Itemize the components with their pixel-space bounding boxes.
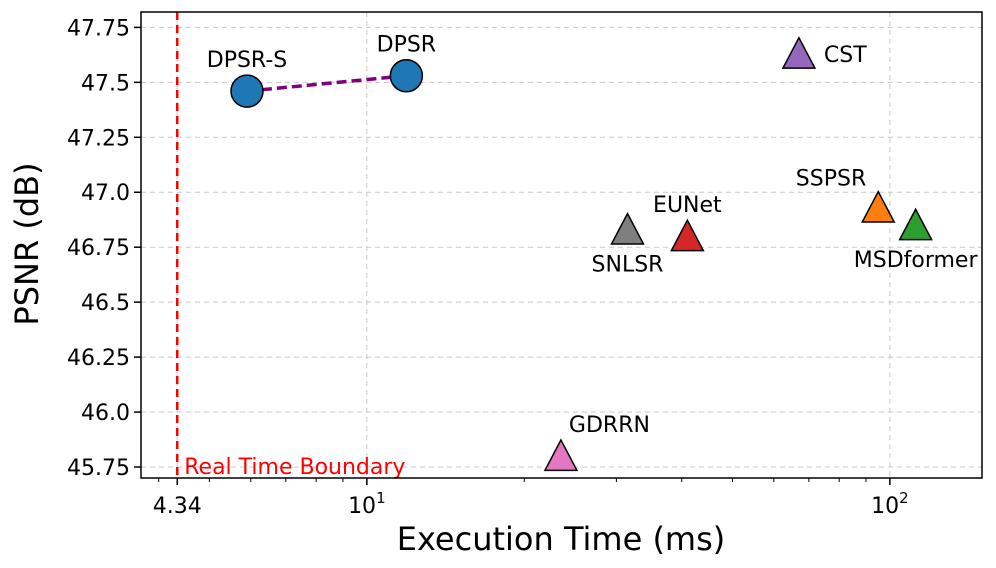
y-tick-label: 47.0 (81, 181, 130, 206)
label-dpsr-s: DPSR-S (207, 48, 287, 73)
x-axis-title: Execution Time (ms) (397, 520, 726, 558)
y-tick-label: 46.0 (81, 401, 130, 426)
point-cst (781, 36, 817, 69)
x-tick-label: 101 (348, 489, 386, 519)
label-snlsr: SNLSR (592, 253, 664, 278)
axes: 45.75 46.0 46.25 46.5 46.75 47.0 47.25 47.5 47.7… (67, 11, 983, 519)
label-sspsr: SSPSR (796, 167, 866, 192)
label-msdformer: MSDformer (854, 248, 979, 273)
point-labels: DPSR-S DPSR CST SSPSR MSDformer EUNet SNLSR GDR… (207, 33, 979, 438)
label-gdrrn: GDRRN (569, 413, 650, 438)
grid (141, 12, 982, 478)
point-dpsr-s (230, 74, 264, 108)
y-axis-title: PSNR (dB) (8, 162, 46, 325)
y-tick-label: 47.5 (81, 71, 130, 96)
point-eunet (670, 218, 705, 252)
point-msdformer (898, 207, 933, 241)
label-cst: CST (824, 43, 867, 68)
y-tick-label: 47.25 (67, 126, 130, 151)
dpsr-connector-line (246, 74, 407, 93)
boundary-label: Real Time Boundary (184, 455, 405, 480)
connector-layer (246, 74, 407, 93)
point-snlsr (610, 212, 645, 245)
label-eunet: EUNet (653, 193, 722, 218)
data-points (230, 36, 933, 472)
y-tick-label: 46.75 (67, 236, 130, 261)
point-dpsr (389, 58, 424, 93)
y-tick-label: 47.75 (67, 16, 130, 41)
point-sspsr (861, 190, 896, 223)
x-tick-label: 102 (871, 489, 909, 519)
y-tick-label: 46.5 (81, 291, 130, 316)
point-gdrrn (543, 438, 579, 472)
x-tick-label: 4.34 (153, 494, 202, 519)
label-dpsr: DPSR (377, 33, 436, 58)
y-tick-label: 45.75 (67, 456, 130, 481)
real-time-boundary: Real Time Boundary (175, 12, 405, 480)
plot-frame (140, 11, 983, 479)
y-tick-label: 46.25 (67, 346, 130, 371)
